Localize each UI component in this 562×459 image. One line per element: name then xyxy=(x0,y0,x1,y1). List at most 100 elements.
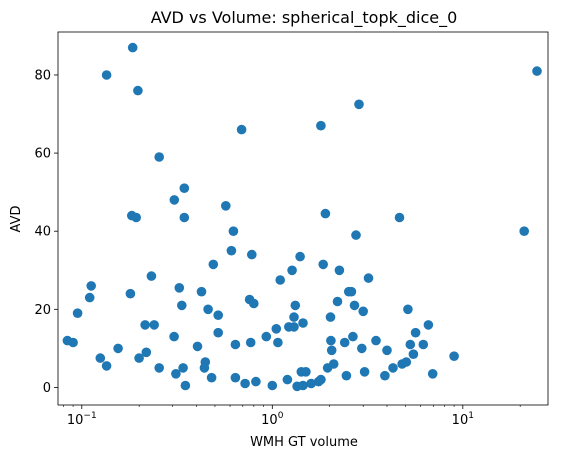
data-point-63 xyxy=(295,251,305,262)
x-axis-label: WMH GT volume xyxy=(250,435,358,450)
data-point-61 xyxy=(290,300,301,311)
data-point-101 xyxy=(405,339,416,350)
data-point-25 xyxy=(177,300,187,311)
plot-frame xyxy=(57,31,549,406)
data-point-100 xyxy=(403,304,413,315)
data-point-104 xyxy=(418,339,429,350)
data-point-105 xyxy=(423,320,434,330)
data-point-5 xyxy=(95,353,106,363)
data-point-27 xyxy=(179,183,190,193)
data-point-58 xyxy=(287,265,297,276)
data-point-52 xyxy=(267,380,278,391)
data-point-12 xyxy=(131,212,141,223)
data-point-67 xyxy=(301,367,311,377)
data-point-20 xyxy=(154,363,164,373)
data-point-99 xyxy=(401,357,412,367)
data-point-109 xyxy=(532,66,542,76)
data-point-49 xyxy=(249,298,259,309)
y-tick-label: 80 xyxy=(34,68,51,83)
data-point-24 xyxy=(174,283,185,293)
data-point-40 xyxy=(226,245,237,256)
data-point-86 xyxy=(349,300,360,311)
data-point-37 xyxy=(213,310,223,321)
data-point-79 xyxy=(332,296,343,307)
data-point-35 xyxy=(206,372,217,383)
data-point-44 xyxy=(236,124,247,135)
data-point-75 xyxy=(325,312,336,322)
x-tick-label: 101 xyxy=(452,411,474,428)
data-point-84 xyxy=(346,286,357,297)
data-points xyxy=(62,42,542,392)
chart-title: AVD vs Volume: spherical_topk_dice_0 xyxy=(151,8,458,28)
data-point-6 xyxy=(101,70,112,80)
data-point-43 xyxy=(230,372,241,383)
data-point-108 xyxy=(519,226,529,236)
data-point-19 xyxy=(154,152,164,162)
data-point-38 xyxy=(213,327,223,338)
data-point-77 xyxy=(326,345,337,356)
x-tick-label: 10−1 xyxy=(67,411,97,428)
data-point-88 xyxy=(354,99,364,110)
data-point-33 xyxy=(200,357,211,367)
data-point-95 xyxy=(382,345,392,356)
data-point-80 xyxy=(334,265,345,276)
data-point-28 xyxy=(179,212,190,223)
data-point-7 xyxy=(101,361,112,371)
data-point-89 xyxy=(357,343,367,354)
data-point-29 xyxy=(180,380,191,391)
data-point-107 xyxy=(449,351,459,362)
data-point-53 xyxy=(271,324,282,334)
data-point-65 xyxy=(298,380,308,391)
data-point-96 xyxy=(388,363,398,373)
data-point-3 xyxy=(84,292,95,303)
data-point-60 xyxy=(289,322,299,332)
data-point-36 xyxy=(208,259,219,270)
data-point-82 xyxy=(341,370,352,381)
data-point-17 xyxy=(146,271,157,281)
data-point-92 xyxy=(363,273,374,283)
x-tick-label: 100 xyxy=(261,411,284,428)
x-axis-ticks: 10−1 100 101 xyxy=(63,405,521,428)
data-point-102 xyxy=(408,349,419,360)
y-tick-label: 40 xyxy=(34,225,51,240)
data-point-48 xyxy=(247,249,257,260)
data-point-56 xyxy=(282,374,293,385)
data-point-18 xyxy=(149,320,159,330)
data-point-21 xyxy=(169,331,179,342)
data-point-68 xyxy=(306,378,317,389)
data-point-106 xyxy=(427,369,438,379)
data-point-15 xyxy=(140,320,150,330)
data-point-42 xyxy=(230,339,241,350)
data-point-72 xyxy=(318,259,329,270)
data-point-91 xyxy=(359,367,370,377)
data-point-26 xyxy=(178,363,188,373)
data-point-16 xyxy=(141,347,152,358)
y-tick-label: 60 xyxy=(34,147,51,162)
data-point-76 xyxy=(326,335,336,346)
data-point-41 xyxy=(228,226,239,236)
data-point-81 xyxy=(339,337,350,348)
data-point-30 xyxy=(192,341,203,352)
data-point-45 xyxy=(240,378,250,389)
data-point-55 xyxy=(275,275,286,285)
data-point-11 xyxy=(127,42,138,53)
data-point-97 xyxy=(394,212,405,223)
data-point-2 xyxy=(72,308,83,319)
data-point-73 xyxy=(320,208,331,219)
data-point-78 xyxy=(328,359,339,369)
data-point-85 xyxy=(348,331,358,342)
data-point-34 xyxy=(203,304,213,315)
data-point-54 xyxy=(273,337,283,348)
data-point-71 xyxy=(316,374,326,385)
y-axis-ticks: 0 20 40 60 80 xyxy=(34,68,58,396)
data-point-93 xyxy=(371,335,381,346)
data-point-94 xyxy=(380,370,390,381)
data-point-103 xyxy=(410,327,421,338)
data-point-90 xyxy=(358,306,369,317)
data-point-51 xyxy=(261,331,272,342)
data-point-39 xyxy=(221,201,231,211)
data-point-13 xyxy=(133,85,143,96)
data-point-1 xyxy=(68,337,78,348)
data-point-87 xyxy=(351,230,361,240)
